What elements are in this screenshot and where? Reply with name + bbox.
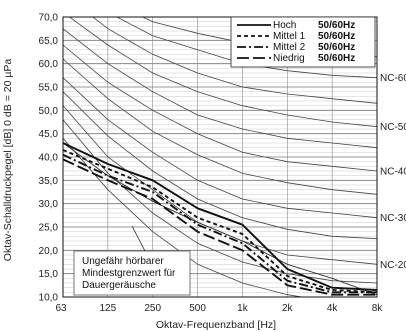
nc-label: NC-40: [380, 167, 406, 178]
y-tick-label: 10,0: [39, 293, 59, 304]
legend-hz-hoch: 50/60Hz: [318, 20, 355, 31]
legend-label-niedrig: Niedrig: [273, 53, 305, 64]
nc-curve: [92, 17, 377, 104]
x-tick-label: 8k: [372, 303, 384, 314]
x-tick-label: 500: [189, 303, 206, 314]
nc-curve: [63, 58, 377, 195]
y-tick-label: 30,0: [39, 199, 59, 210]
nc-labels: NC-60 NC-50 NC-40 NC-30 NC-20: [378, 70, 406, 271]
nc-label-bg: [378, 210, 406, 223]
nc-curve: [68, 17, 377, 128]
nc-label: NC-50: [380, 122, 406, 133]
y-tick-label: 50,0: [39, 106, 59, 117]
series-lines: [63, 142, 377, 296]
nc-curve: [63, 44, 377, 172]
series-line-mittel-1: [63, 149, 377, 294]
legend-label-mittel-2: Mittel 2: [273, 42, 306, 53]
legend-label-mittel-1: Mittel 1: [273, 31, 306, 42]
nc-curve: [63, 28, 377, 149]
nc-curve: [63, 91, 377, 240]
legend-label-hoch: Hoch: [273, 20, 296, 31]
x-tick-label: 125: [100, 303, 117, 314]
y-axis-title: Oktav-Schalldruckpegel [dB] 0 dB = 20 µP…: [2, 59, 14, 262]
annotation-line-2: Mindestgrenzwert für: [82, 268, 176, 279]
nc-label-bg: [378, 164, 406, 176]
nc-label-bg: [378, 257, 406, 270]
y-tick-label: 65,0: [39, 36, 59, 47]
y-tick-label: 15,0: [39, 269, 59, 280]
x-tick-label: 2k: [282, 303, 294, 314]
nc-curve: [116, 17, 377, 79]
annotation-box: Ungefähr hörbarer Mindestgrenzwert für D…: [73, 225, 191, 296]
nc-curve: [63, 138, 305, 297]
x-tick-label: 250: [144, 303, 161, 314]
y-tick-label: 45,0: [39, 129, 59, 140]
nc-curve: [63, 77, 377, 219]
nc-label: NC-30: [380, 213, 406, 224]
x-tick-label: 63: [55, 303, 67, 314]
legend-hz-mittel-2: 50/60Hz: [318, 42, 355, 53]
x-tick-label: 1k: [237, 303, 249, 314]
nc-label-bg: [378, 119, 406, 132]
threshold-line: [63, 142, 377, 296]
y-tick-label: 70,0: [39, 13, 59, 24]
x-axis-title: Oktav-Frequenzband [Hz]: [156, 319, 276, 331]
annotation-pointer: [131, 225, 146, 252]
y-tick-label: 55,0: [39, 83, 59, 94]
x-tick-labels: 63 125 250 500 1k 2k 4k 8k: [55, 303, 383, 314]
y-tick-label: 25,0: [39, 223, 59, 234]
y-tick-labels: 10,0 15,0 20,0 25,0 30,0 35,0 40,0 45,0 50,0 55,0…: [39, 13, 59, 304]
series-line-niedrig: [63, 158, 377, 296]
legend: Hoch 50/60Hz Mittel 1 50/60Hz Mittel 2 5…: [230, 16, 376, 68]
series-line-mittel-2: [63, 153, 377, 294]
annotation-frame: [73, 250, 191, 296]
nc-label: NC-20: [380, 260, 406, 271]
y-tick-label: 60,0: [39, 59, 59, 70]
annotation-line-1: Ungefähr hörbarer: [82, 256, 164, 267]
nc-label-bg: [378, 70, 406, 83]
y-tick-label: 35,0: [39, 176, 59, 187]
series-line-hoch: [63, 142, 377, 291]
x-tick-label: 4k: [327, 303, 339, 314]
nc-label: NC-60: [380, 73, 406, 84]
legend-hz-niedrig: 50/60Hz: [318, 53, 355, 64]
plot-border: [62, 16, 378, 298]
y-tick-label: 40,0: [39, 153, 59, 164]
legend-hz-mittel-1: 50/60Hz: [318, 31, 355, 42]
y-tick-label: 20,0: [39, 246, 59, 257]
plot-frame: [62, 16, 378, 298]
annotation-line-3: Dauergeräusche: [82, 280, 156, 291]
threshold-curve: [63, 142, 377, 296]
